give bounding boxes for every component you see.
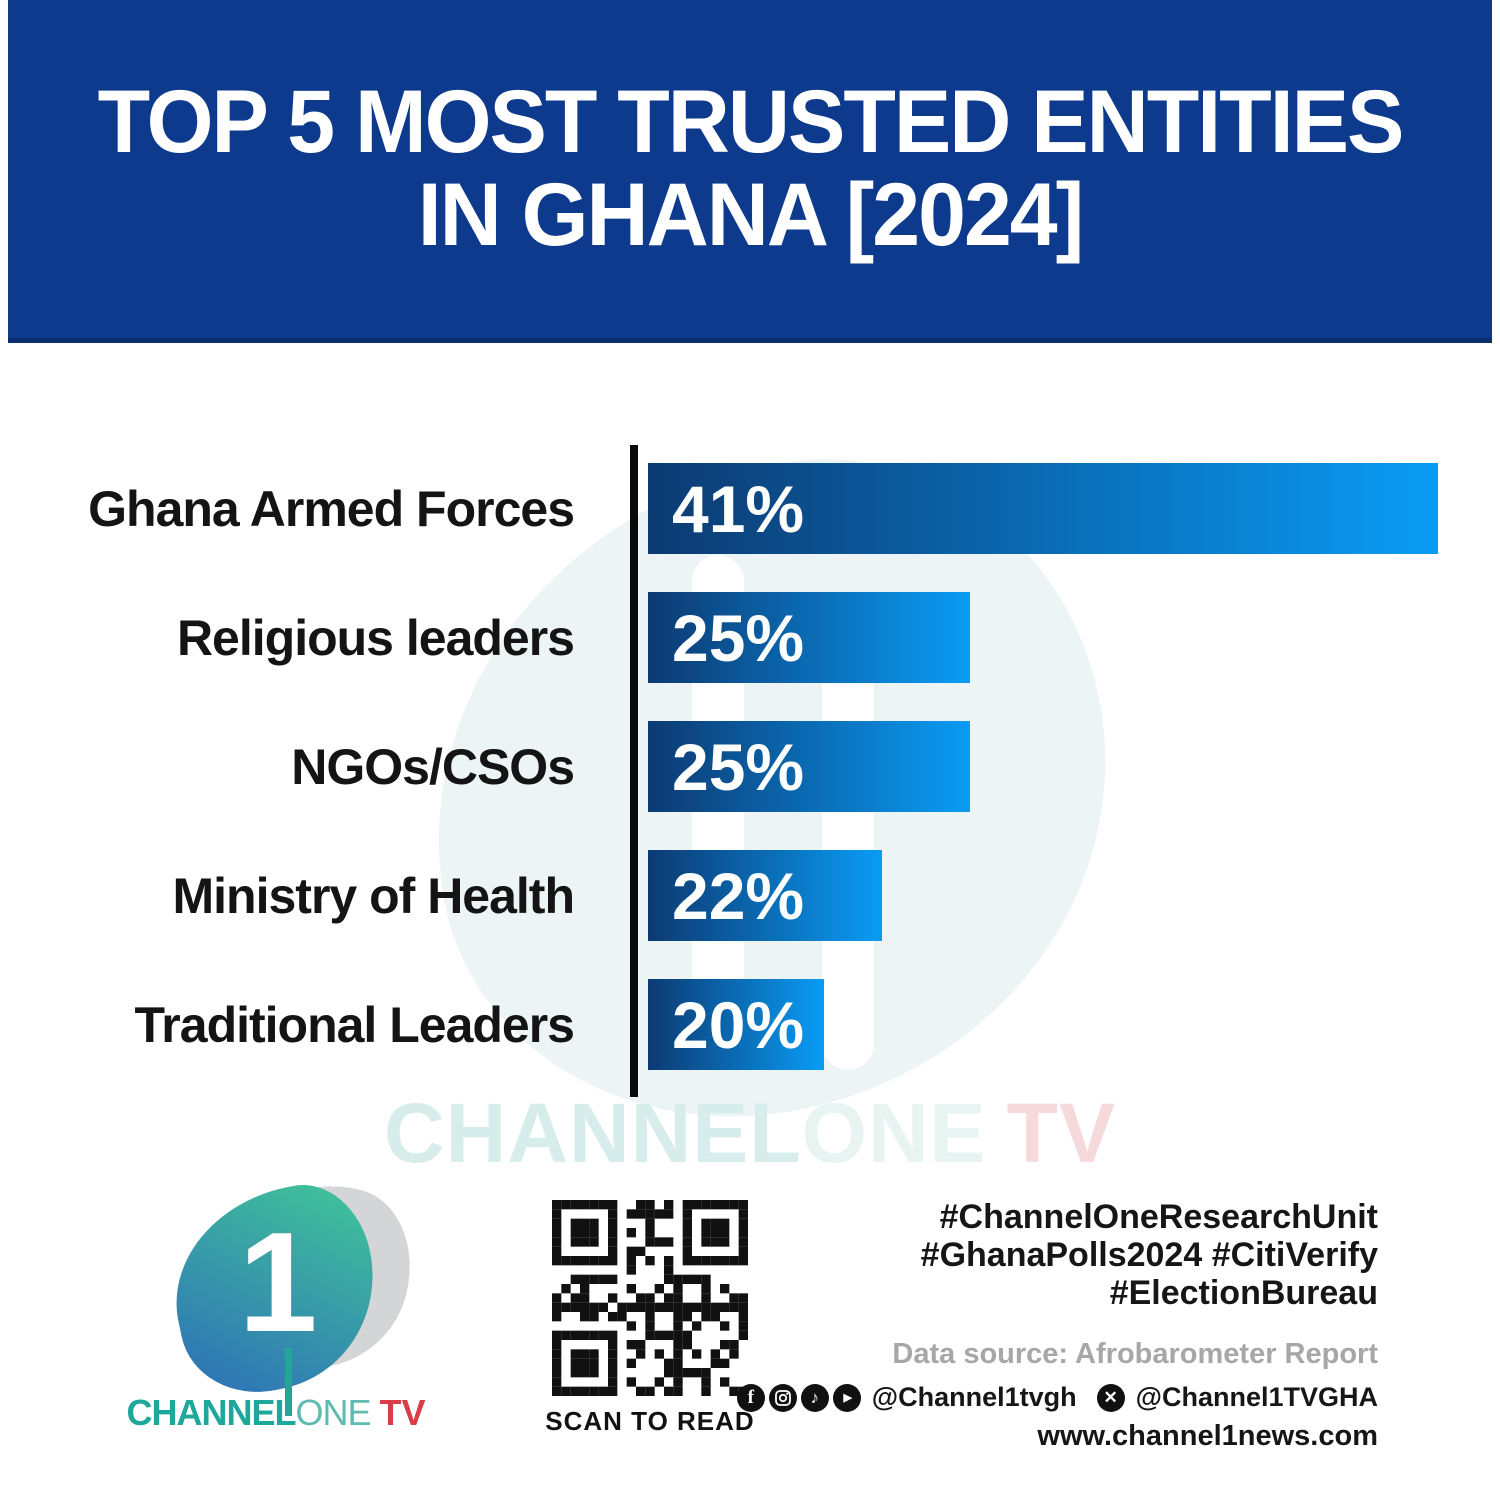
watermark-tv: TV xyxy=(1006,1086,1117,1180)
value-bar: 22% xyxy=(648,850,882,941)
wordmark-channel: CHANNEL xyxy=(126,1392,296,1433)
channel-one-logo: 1 CHANNELONE TV xyxy=(126,1162,429,1440)
wordmark-tv: TV xyxy=(379,1392,426,1433)
value-bar: 41% xyxy=(648,463,1438,554)
qr-code-image xyxy=(552,1200,748,1396)
category-label: Religious leaders xyxy=(176,609,575,666)
social-row: f ♪ ▶ @Channel1tvgh ✕ @Channel1TVGHA xyxy=(736,1382,1378,1413)
category-label: Ghana Armed Forces xyxy=(88,480,575,537)
value-label: 25% xyxy=(672,600,805,675)
qr-code xyxy=(552,1200,748,1396)
value-bar: 20% xyxy=(648,979,824,1070)
logo-numeral-tail xyxy=(285,1348,292,1416)
chart-row: NGOs/CSOs 25% xyxy=(0,721,1500,812)
hashtag-line-1: #ChannelOneResearchUnit xyxy=(939,1198,1378,1236)
qr-caption: SCAN TO READ xyxy=(545,1406,755,1436)
chart-row: Traditional Leaders 20% xyxy=(0,979,1500,1070)
header-banner: TOP 5 MOST TRUSTED ENTITIES IN GHANA [20… xyxy=(8,0,1492,343)
watermark-one: ONE xyxy=(801,1086,987,1180)
watermark-logo-stem-2 xyxy=(822,620,874,1070)
value-label: 25% xyxy=(672,729,805,804)
watermark-channel: CHANNEL xyxy=(383,1086,802,1180)
logo-wordmark: CHANNELONE TV xyxy=(126,1392,426,1434)
trust-bar-chart: Ghana Armed Forces 41% Religious leaders… xyxy=(0,463,1500,1070)
tiktok-icon: ♪ xyxy=(800,1383,829,1412)
watermark-wordmark: CHANNELONE TV xyxy=(0,1085,1500,1182)
category-label: NGOs/CSOs xyxy=(291,738,575,795)
website-url: www.channel1news.com xyxy=(1037,1420,1378,1452)
chart-row: Ghana Armed Forces 41% xyxy=(0,463,1500,554)
chart-row: Ministry of Health 22% xyxy=(0,850,1500,941)
youtube-icon: ▶ xyxy=(832,1383,861,1412)
facebook-icon: f xyxy=(736,1383,765,1412)
page-title-line-2: IN GHANA [2024] xyxy=(417,165,1085,265)
logo-numeral: 1 xyxy=(238,1203,318,1362)
category-label: Ministry of Health xyxy=(172,867,575,924)
footer-right-block: #ChannelOneResearchUnit #GhanaPolls2024 … xyxy=(736,1198,1378,1453)
value-bar: 25% xyxy=(648,721,970,812)
value-label: 41% xyxy=(672,471,805,546)
page-title-line-1: TOP 5 MOST TRUSTED ENTITIES xyxy=(97,72,1405,173)
wordmark-one: ONE xyxy=(295,1392,371,1433)
chart-row: Religious leaders 25% xyxy=(0,592,1500,683)
chart-axis-line xyxy=(630,445,638,1097)
data-source-note: Data source: Afrobarometer Report xyxy=(892,1338,1378,1370)
social-handle-1: @Channel1tvgh xyxy=(871,1382,1077,1412)
x-icon: ✕ xyxy=(1096,1383,1125,1412)
value-label: 20% xyxy=(672,987,805,1062)
value-label: 22% xyxy=(672,858,805,933)
hashtag-line-2: #GhanaPolls2024 #CitiVerify xyxy=(920,1236,1378,1274)
instagram-icon xyxy=(768,1383,797,1412)
hashtag-line-3: #ElectionBureau xyxy=(1109,1274,1378,1312)
instagram-glyph xyxy=(774,1389,791,1406)
social-handle-2: @Channel1TVGHA xyxy=(1135,1382,1378,1412)
value-bar: 25% xyxy=(648,592,970,683)
category-label: Traditional Leaders xyxy=(134,996,575,1053)
